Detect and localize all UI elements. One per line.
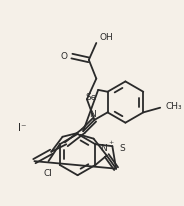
Text: S: S — [120, 144, 126, 152]
Text: CH₃: CH₃ — [166, 102, 182, 111]
Text: N: N — [100, 144, 107, 152]
Text: N: N — [89, 110, 96, 119]
Text: OH: OH — [99, 33, 113, 42]
Text: Se: Se — [85, 93, 96, 102]
Text: +: + — [109, 140, 114, 145]
Text: Cl: Cl — [43, 169, 52, 178]
Text: O: O — [60, 52, 67, 61]
Text: I⁻: I⁻ — [18, 123, 26, 133]
